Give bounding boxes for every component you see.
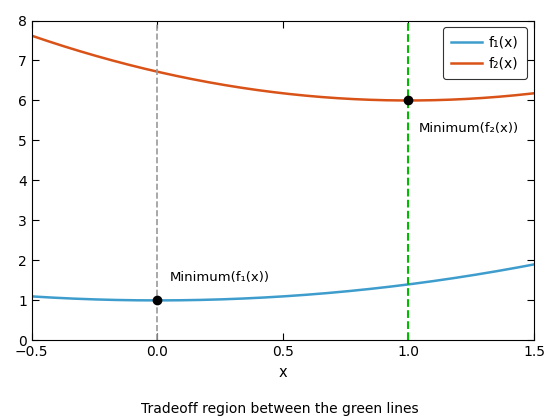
f₁(x) (271, 294, 278, 299)
f₂(x) (531, 91, 538, 96)
f₂(x) (267, 89, 274, 94)
f₂(x) (405, 98, 412, 103)
Line: f₁(x): f₁(x) (32, 265, 534, 300)
f₂(x) (270, 89, 277, 94)
f₂(x) (328, 95, 334, 100)
Text: Minimum(f₁(x)): Minimum(f₁(x)) (170, 271, 270, 284)
f₁(x) (531, 262, 538, 267)
Legend: f₁(x), f₂(x): f₁(x), f₂(x) (443, 27, 527, 79)
Line: f₂(x): f₂(x) (32, 36, 534, 100)
Text: Minimum(f₂(x)): Minimum(f₂(x)) (418, 123, 519, 136)
f₁(x) (328, 290, 335, 295)
f₁(x) (441, 277, 448, 282)
f₂(x) (520, 92, 526, 97)
f₁(x) (301, 292, 308, 297)
X-axis label: x: x (278, 365, 287, 380)
f₂(x) (441, 97, 448, 102)
f₂(x) (29, 33, 35, 38)
f₁(x) (268, 294, 274, 299)
f₁(x) (520, 264, 526, 269)
f₂(x) (300, 93, 307, 98)
f₁(x) (29, 294, 35, 299)
Text: Tradeoff region between the green lines: Tradeoff region between the green lines (141, 402, 419, 416)
f₁(x) (154, 298, 161, 303)
